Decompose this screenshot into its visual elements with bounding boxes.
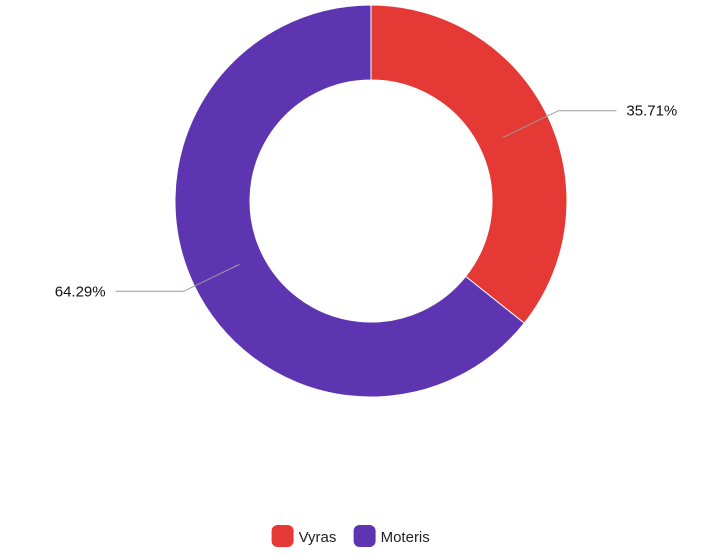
chart-slices [174,4,568,398]
slice-label-vyras: 35.71% [626,103,677,120]
slice-moteris[interactable] [174,4,525,398]
legend-item-vyras[interactable]: Vyras [271,525,337,547]
legend-label-moteris: Moteris [381,529,430,546]
slice-vyras[interactable] [370,4,568,324]
leader-line-vyras [502,110,617,139]
label-leader-lines [115,110,617,292]
legend-swatch-vyras [271,525,294,547]
leader-line-moteris [115,263,240,292]
legend: Vyras Moteris [271,525,430,547]
slice-labels: 35.71% 64.29% [55,103,678,301]
legend-item-moteris[interactable]: Moteris [353,525,430,547]
legend-swatch-moteris [353,525,376,547]
slice-label-moteris: 64.29% [55,283,106,300]
legend-label-vyras: Vyras [299,529,337,546]
